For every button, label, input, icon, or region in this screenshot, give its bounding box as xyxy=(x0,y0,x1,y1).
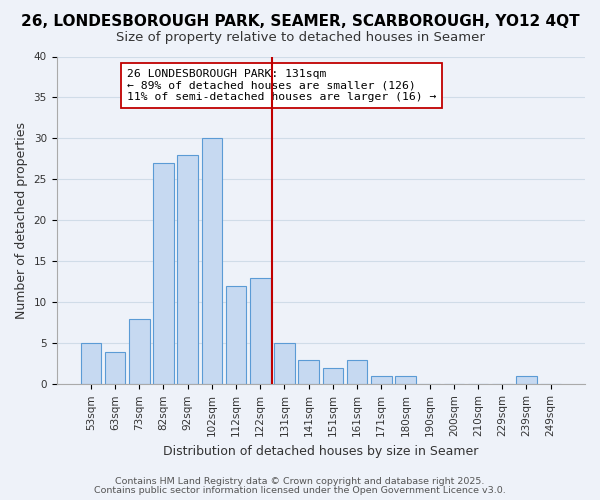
Bar xyxy=(80,344,101,384)
Bar xyxy=(226,286,247,384)
Bar xyxy=(323,368,343,384)
Bar xyxy=(153,163,174,384)
Bar xyxy=(516,376,537,384)
Bar xyxy=(129,319,149,384)
Text: Size of property relative to detached houses in Seamer: Size of property relative to detached ho… xyxy=(116,31,484,44)
Bar xyxy=(274,344,295,384)
Text: Contains HM Land Registry data © Crown copyright and database right 2025.: Contains HM Land Registry data © Crown c… xyxy=(115,478,485,486)
Bar xyxy=(250,278,271,384)
Text: 26, LONDESBOROUGH PARK, SEAMER, SCARBOROUGH, YO12 4QT: 26, LONDESBOROUGH PARK, SEAMER, SCARBORO… xyxy=(20,14,580,29)
Bar xyxy=(395,376,416,384)
Bar xyxy=(371,376,392,384)
Text: Contains public sector information licensed under the Open Government Licence v3: Contains public sector information licen… xyxy=(94,486,506,495)
Bar xyxy=(178,155,198,384)
Bar xyxy=(202,138,222,384)
Bar xyxy=(105,352,125,384)
X-axis label: Distribution of detached houses by size in Seamer: Distribution of detached houses by size … xyxy=(163,444,478,458)
Bar xyxy=(347,360,367,384)
Y-axis label: Number of detached properties: Number of detached properties xyxy=(15,122,28,319)
Bar xyxy=(298,360,319,384)
Text: 26 LONDESBOROUGH PARK: 131sqm
← 89% of detached houses are smaller (126)
11% of : 26 LONDESBOROUGH PARK: 131sqm ← 89% of d… xyxy=(127,69,437,102)
